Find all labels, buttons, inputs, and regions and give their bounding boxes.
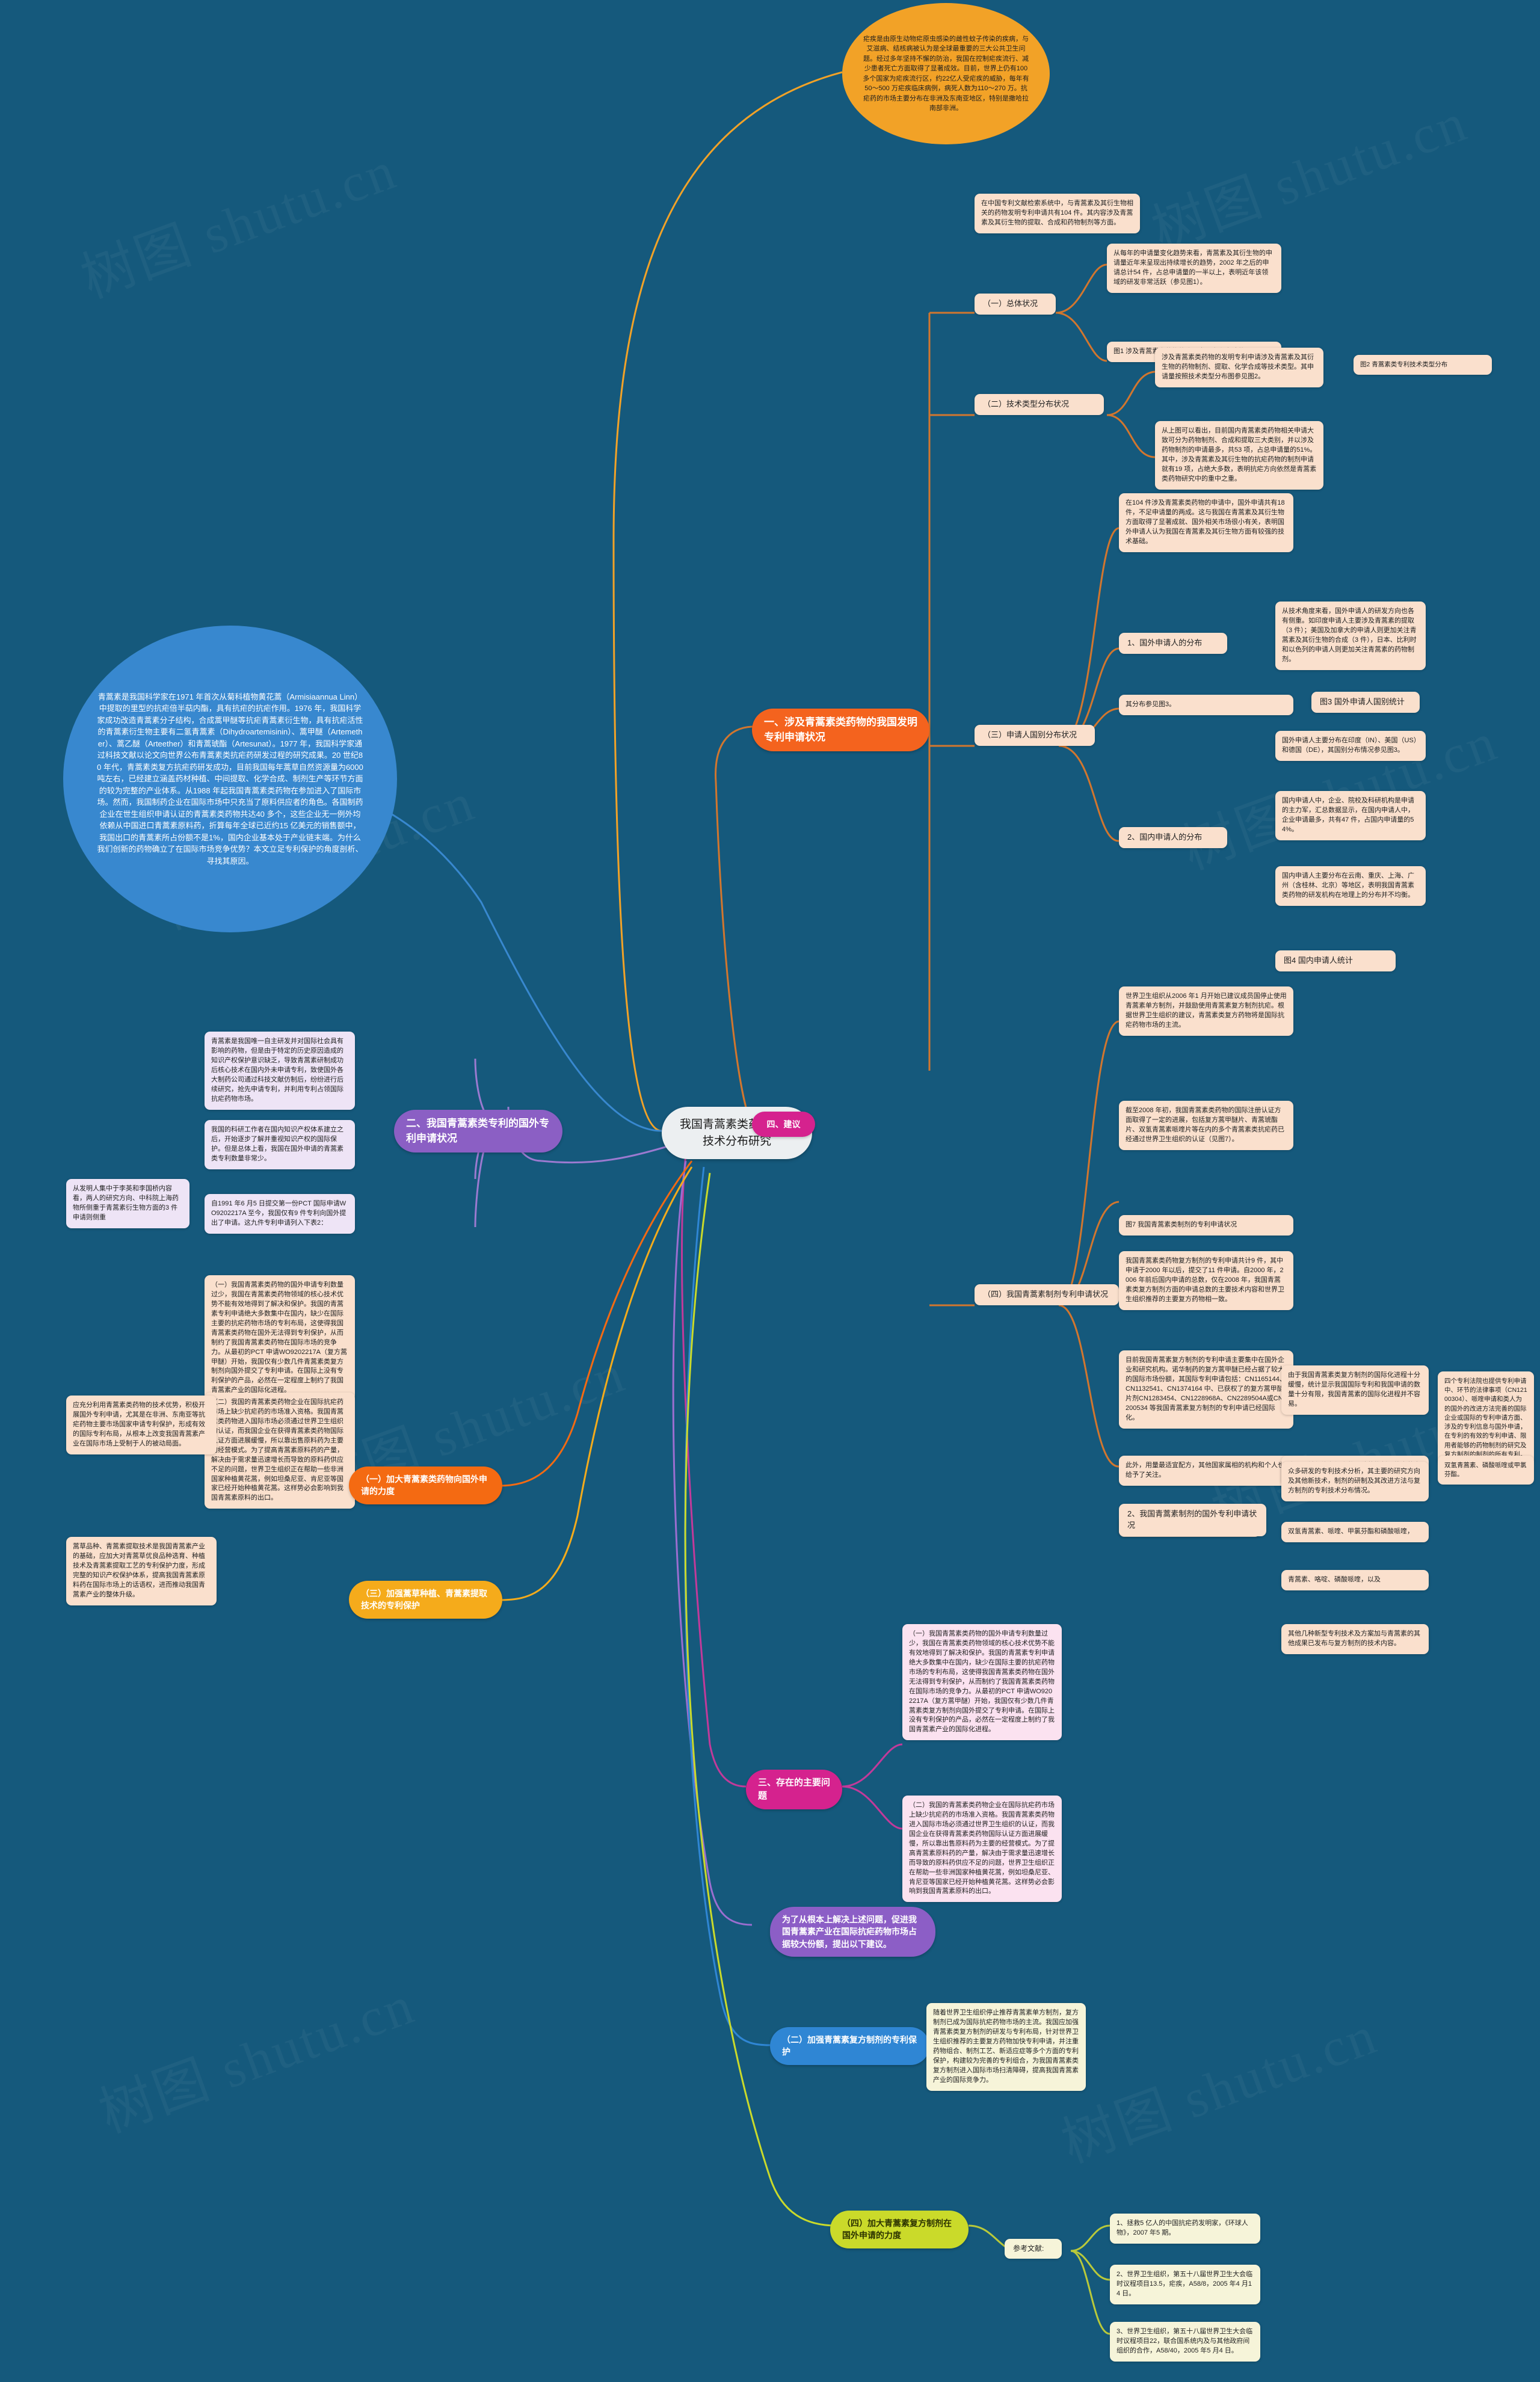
- b2-extra-note[interactable]: （一）我国青蒿素类药物的国外申请专利数量过少，我国在青蒿素类药物领域的核心技术优…: [205, 1275, 355, 1402]
- b1-sub-4-side-note-2[interactable]: 双氢青蒿素、磷酸哌喹或甲氯芬酯。: [1438, 1456, 1534, 1485]
- branch-1-label[interactable]: 一、涉及青蒿素类药物的我国发明专利申请状况: [752, 709, 929, 752]
- b1-sub-3-figure-label[interactable]: 图3 国外申请人国别统计: [1311, 692, 1420, 713]
- branch-3-label[interactable]: 三、存在的主要问题: [746, 1770, 842, 1809]
- b4-child-3-note[interactable]: 随着世界卫生组织停止推荐青蒿素单方制剂，复方制剂已成为国际抗疟药物市场的主流。我…: [926, 2003, 1086, 2091]
- b1-sub-2-note-2[interactable]: 从上图可以看出，目前国内青蒿素类药物相关申请大致可分为药物制剂、合成和提取三大类…: [1155, 421, 1323, 490]
- b1-sub-4-note-11[interactable]: 青蒿素、咯啶、磷酸哌喹，以及: [1281, 1570, 1429, 1590]
- b1-sub-4-2-label[interactable]: 2、我国青蒿素制剂的国外专利申请状况: [1119, 1504, 1266, 1536]
- b1-sub-4-note-10[interactable]: 双氢青蒿素、哌喹、甲氯芬酯和磷酸哌喹，: [1281, 1522, 1429, 1542]
- malaria-overview-text: 疟疾是由原生动物疟原虫感染的雌性蚊子传染的疾病，与艾滋病、结核病被认为是全球最重…: [863, 35, 1030, 112]
- reference-item-1[interactable]: 1、拯救5 亿人的中国抗疟药发明家，《环球人物》，2007 年5 期。: [1110, 2214, 1260, 2244]
- b1-sub-4-note-6[interactable]: 此外，用量最适宜配方，其他国家属相的机构和个人也给予了关注。: [1119, 1456, 1293, 1486]
- b1-sub-3-2-note-2[interactable]: 国内申请人主要分布在云南、重庆、上海、广州（含桂林、北京）等地区，表明我国青蒿素…: [1275, 866, 1426, 906]
- b4-child-2-note[interactable]: 蒿草品种、青蒿素提取技术是我国青蒿素产业的基础，应加大对青蒿草优良品种选育、种植…: [66, 1537, 217, 1605]
- references-label[interactable]: 参考文献:: [1005, 2239, 1062, 2259]
- watermark: 树图 shutu.cn: [87, 1961, 424, 2147]
- b2-left-note[interactable]: 从发明人集中于李英和李国桥内容看，两人的研究方向、中科院上海药物所侧重于青蒿素衍…: [66, 1179, 189, 1228]
- branch-2-label[interactable]: 二、我国青蒿素类专利的国外专利申请状况: [394, 1110, 562, 1153]
- malaria-overview-node[interactable]: 疟疾是由原生动物疟原虫感染的雌性蚊子传染的疾病，与艾滋病、结核病被认为是全球最重…: [842, 3, 1050, 144]
- b1-sub-4-note-7[interactable]: 由于我国青蒿素类复方制剂的国际化进程十分缓慢，统计显示我国国际专利和我国申请的数…: [1281, 1365, 1429, 1415]
- b2-note-3[interactable]: 自1991 年6 月5 日提交第一份PCT 国际申请WO9202217A 至今，…: [205, 1194, 355, 1234]
- intro-ellipse[interactable]: 青蒿素是我国科学家在1971 年首次从菊科植物黄花蒿（Armisiaannua …: [63, 626, 397, 932]
- b1-sub-4-note-1[interactable]: 世界卫生组织从2006 年1 月开始已建议成员国停止使用青蒿素单方制剂，并鼓励使…: [1119, 986, 1293, 1036]
- b1-sub-4-note-4[interactable]: 我国青蒿素类药物复方制剂的专利申请共计9 件，其中申请于2000 年以后，提交了…: [1119, 1251, 1293, 1310]
- watermark: 树图 shutu.cn: [69, 126, 405, 313]
- b4-child-4-label[interactable]: （四）加大青蒿素复方制剂在国外申请的力度: [830, 2211, 969, 2248]
- b1-sub-4-note-2[interactable]: 截至2008 年初，我国青蒿素类药物的国际注册认证方面取得了一定的进展，包括复方…: [1119, 1101, 1293, 1150]
- b1-sub-1-label[interactable]: （一）总体状况: [975, 294, 1056, 315]
- b1-sub-3-1-note-1[interactable]: 从技术角度来看，国外申请人的研发方向也各有侧重。如印度申请人主要涉及青蒿素的提取…: [1275, 602, 1426, 670]
- b3-note-1[interactable]: （一）我国青蒿素类药物的国外申请专利数量过少，我国在青蒿素类药物领域的核心技术优…: [902, 1624, 1062, 1741]
- b4-child-3-label[interactable]: （二）加强青蒿素复方制剂的专利保护: [770, 2027, 929, 2065]
- b1-sub-4-side-note[interactable]: 四个专利法院也提供专利申请中、环节的法律事项（CN12100304）、哌喹申请和…: [1438, 1371, 1534, 1465]
- reference-item-2[interactable]: 2、世界卫生组织，第五十八届世界卫生大会临时议程项目13.5，疟疾，A58/8，…: [1110, 2265, 1260, 2304]
- b1-pre-note[interactable]: 在中国专利文献检索系统中，与青蒿素及其衍生物相关的药物发明专利申请共有104 件…: [975, 194, 1140, 233]
- b1-sub-3-2-note-1[interactable]: 国内申请人中，企业、院校及科研机构是申请的主力军，汇总数据显示，在国内申请人中，…: [1275, 791, 1426, 840]
- b1-sub-3-1-label[interactable]: 1、国外申请人的分布: [1119, 633, 1227, 654]
- branch-4-label[interactable]: 四、建议: [752, 1112, 815, 1137]
- b1-sub-3-2-figure[interactable]: 图4 国内申请人统计: [1275, 950, 1396, 971]
- b1-sub-3-note-2[interactable]: 其分布参见图3。: [1119, 695, 1293, 715]
- b1-sub-4-label[interactable]: （四）我国青蒿素制剂专利申请状况: [975, 1284, 1119, 1305]
- watermark: 树图 shutu.cn: [1139, 78, 1476, 265]
- b1-sub-3-1-note-2[interactable]: 国外申请人主要分布在印度（IN）、美国（US）和德国（DE），其国别分布情况参见…: [1275, 731, 1426, 761]
- watermark: 树图 shutu.cn: [1049, 1991, 1386, 2177]
- b1-sub-4-note-9[interactable]: 众多研发的专利技术分析，其主要的研究方向及其他新技术，制剂的研制及其改进方法与复…: [1281, 1462, 1429, 1501]
- b2-note-1[interactable]: 青蒿素是我国唯一自主研发并对国际社会具有影响的药物，但是由于特定的历史原因造成的…: [205, 1032, 355, 1110]
- b2-note-2[interactable]: 我国的科研工作者在国内知识产权体系建立之后，开始逐步了解并重视知识产权的国际保护…: [205, 1120, 355, 1169]
- b4-child-1-note[interactable]: 应充分利用青蒿素类药物的技术优势，积极开展国外专利申请，尤其是在非洲、东南亚等抗…: [66, 1396, 217, 1454]
- b1-sub-4-note-12[interactable]: 其他几种新型专利技术及方案加与青蒿素的其他成果已发布与复方制剂的技术内容。: [1281, 1624, 1429, 1654]
- b4-child-2-label[interactable]: （三）加强蒿草种植、青蒿素提取技术的专利保护: [349, 1581, 502, 1619]
- b4-child-1-label[interactable]: （一）加大青蒿素类药物向国外申请的力度: [349, 1466, 502, 1504]
- b2-extra-note-2[interactable]: （二）我国的青蒿素类药物企业在国际抗疟药市场上缺少抗疟药的市场准入资格。我国青蒿…: [205, 1393, 355, 1509]
- b1-sub-4-note-3[interactable]: 图7 我国青蒿素类制剂的专利申请状况: [1119, 1215, 1293, 1236]
- b1-sub-3-label[interactable]: （三）申请人国别分布状况: [975, 725, 1095, 746]
- b1-sub-2-label[interactable]: （二）技术类型分布状况: [975, 394, 1104, 415]
- b1-sub-2-note-1[interactable]: 涉及青蒿素类药物的发明专利申请涉及青蒿素及其衍生物的药物制剂、提取、化学合成等技…: [1155, 348, 1323, 387]
- b1-sub-3-2-label[interactable]: 2、国内申请人的分布: [1119, 827, 1227, 848]
- b1-sub-1-note-1[interactable]: 从每年的申请量变化趋势来看，青蒿素及其衍生物的申请量近年来呈现出持续增长的趋势，…: [1107, 244, 1281, 293]
- b1-sub-2-figure-label[interactable]: 图2 青蒿素类专利技术类型分布: [1354, 355, 1492, 375]
- reference-item-3[interactable]: 3、世界卫生组织，第五十八届世界卫生大会临时议程项目22，联合国系统内及与其他政…: [1110, 2322, 1260, 2362]
- b3-note-2[interactable]: （二）我国的青蒿素类药物企业在国际抗疟药市场上缺少抗疟药的市场准入资格。我国青蒿…: [902, 1796, 1062, 1903]
- intro-ellipse-text: 青蒿素是我国科学家在1971 年首次从菊科植物黄花蒿（Armisiaannua …: [97, 692, 363, 866]
- b1-sub-4-note-5[interactable]: 目前我国青蒿素复方制剂的专利申请主要集中在国外企业和研究机构。诺华制药的复方蒿甲…: [1119, 1350, 1293, 1429]
- b1-sub-3-note-1[interactable]: 在104 件涉及青蒿素类药物的申请中，国外申请共有18 件，不足申请量的两成。这…: [1119, 493, 1293, 552]
- b4-lead-note[interactable]: 为了从根本上解决上述问题，促进我国青蒿素产业在国际抗疟药物市场占据较大份额，提出…: [770, 1907, 935, 1957]
